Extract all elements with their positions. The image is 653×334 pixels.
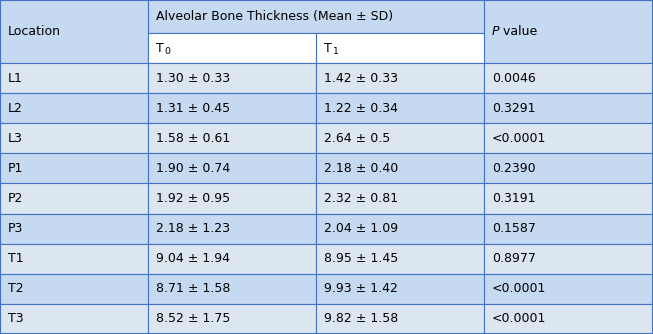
Bar bbox=[484, 93, 653, 123]
Bar bbox=[0, 0, 148, 63]
Bar bbox=[484, 123, 653, 153]
Text: 2.04 ± 1.09: 2.04 ± 1.09 bbox=[324, 222, 398, 235]
Text: 2.18 ± 0.40: 2.18 ± 0.40 bbox=[324, 162, 398, 175]
Bar bbox=[0, 153, 148, 183]
Bar bbox=[316, 304, 484, 334]
Text: T: T bbox=[156, 41, 164, 54]
Bar bbox=[316, 63, 484, 93]
Bar bbox=[148, 0, 484, 33]
Text: 8.95 ± 1.45: 8.95 ± 1.45 bbox=[324, 252, 398, 265]
Text: 1.90 ± 0.74: 1.90 ± 0.74 bbox=[156, 162, 231, 175]
Text: 1.31 ± 0.45: 1.31 ± 0.45 bbox=[156, 102, 230, 115]
Text: 8.71 ± 1.58: 8.71 ± 1.58 bbox=[156, 282, 231, 295]
Bar bbox=[0, 244, 148, 274]
Text: 1.58 ± 0.61: 1.58 ± 0.61 bbox=[156, 132, 231, 145]
Text: <0.0001: <0.0001 bbox=[492, 132, 547, 145]
Text: Alveolar Bone Thickness (Mean ± SD): Alveolar Bone Thickness (Mean ± SD) bbox=[156, 10, 393, 23]
Text: 0.3191: 0.3191 bbox=[492, 192, 535, 205]
Bar bbox=[316, 274, 484, 304]
Bar bbox=[484, 244, 653, 274]
Text: L3: L3 bbox=[8, 132, 23, 145]
Bar bbox=[316, 153, 484, 183]
Text: 0.8977: 0.8977 bbox=[492, 252, 536, 265]
Text: 1.30 ± 0.33: 1.30 ± 0.33 bbox=[156, 71, 230, 85]
Bar bbox=[316, 213, 484, 244]
Text: 0.0046: 0.0046 bbox=[492, 71, 535, 85]
Bar bbox=[148, 244, 316, 274]
Bar bbox=[484, 183, 653, 213]
Text: 1: 1 bbox=[332, 47, 338, 56]
Text: T1: T1 bbox=[8, 252, 24, 265]
Text: 2.32 ± 0.81: 2.32 ± 0.81 bbox=[324, 192, 398, 205]
Bar bbox=[148, 183, 316, 213]
Bar bbox=[484, 63, 653, 93]
Text: L2: L2 bbox=[8, 102, 23, 115]
Text: 9.93 ± 1.42: 9.93 ± 1.42 bbox=[324, 282, 398, 295]
Text: Location: Location bbox=[8, 25, 61, 38]
Text: 0.3291: 0.3291 bbox=[492, 102, 535, 115]
Bar bbox=[0, 183, 148, 213]
Bar bbox=[0, 123, 148, 153]
Text: 9.82 ± 1.58: 9.82 ± 1.58 bbox=[324, 312, 398, 325]
Text: P2: P2 bbox=[8, 192, 24, 205]
Bar bbox=[316, 244, 484, 274]
Bar bbox=[0, 274, 148, 304]
Bar bbox=[0, 213, 148, 244]
Text: 1.92 ± 0.95: 1.92 ± 0.95 bbox=[156, 192, 230, 205]
Bar bbox=[0, 93, 148, 123]
Bar bbox=[316, 33, 484, 63]
Text: 0: 0 bbox=[164, 47, 170, 56]
Bar bbox=[484, 304, 653, 334]
Bar bbox=[316, 183, 484, 213]
Bar bbox=[148, 274, 316, 304]
Text: 2.18 ± 1.23: 2.18 ± 1.23 bbox=[156, 222, 230, 235]
Bar bbox=[148, 63, 316, 93]
Bar bbox=[484, 153, 653, 183]
Text: 8.52 ± 1.75: 8.52 ± 1.75 bbox=[156, 312, 231, 325]
Text: 1.42 ± 0.33: 1.42 ± 0.33 bbox=[324, 71, 398, 85]
Bar bbox=[316, 123, 484, 153]
Text: P1: P1 bbox=[8, 162, 24, 175]
Text: T3: T3 bbox=[8, 312, 24, 325]
Bar bbox=[148, 153, 316, 183]
Text: L1: L1 bbox=[8, 71, 23, 85]
Text: <0.0001: <0.0001 bbox=[492, 282, 547, 295]
Bar bbox=[148, 93, 316, 123]
Text: 0.2390: 0.2390 bbox=[492, 162, 535, 175]
Bar bbox=[0, 63, 148, 93]
Text: P: P bbox=[492, 25, 500, 38]
Bar bbox=[316, 93, 484, 123]
Text: value: value bbox=[499, 25, 537, 38]
Text: 1.22 ± 0.34: 1.22 ± 0.34 bbox=[324, 102, 398, 115]
Text: P3: P3 bbox=[8, 222, 24, 235]
Bar bbox=[148, 213, 316, 244]
Text: 2.64 ± 0.5: 2.64 ± 0.5 bbox=[324, 132, 390, 145]
Bar bbox=[148, 123, 316, 153]
Bar bbox=[148, 304, 316, 334]
Bar bbox=[484, 274, 653, 304]
Bar bbox=[484, 213, 653, 244]
Text: T2: T2 bbox=[8, 282, 24, 295]
Text: 9.04 ± 1.94: 9.04 ± 1.94 bbox=[156, 252, 230, 265]
Text: <0.0001: <0.0001 bbox=[492, 312, 547, 325]
Bar bbox=[484, 0, 653, 63]
Bar bbox=[148, 33, 316, 63]
Bar bbox=[0, 304, 148, 334]
Text: 0.1587: 0.1587 bbox=[492, 222, 536, 235]
Text: T: T bbox=[324, 41, 332, 54]
